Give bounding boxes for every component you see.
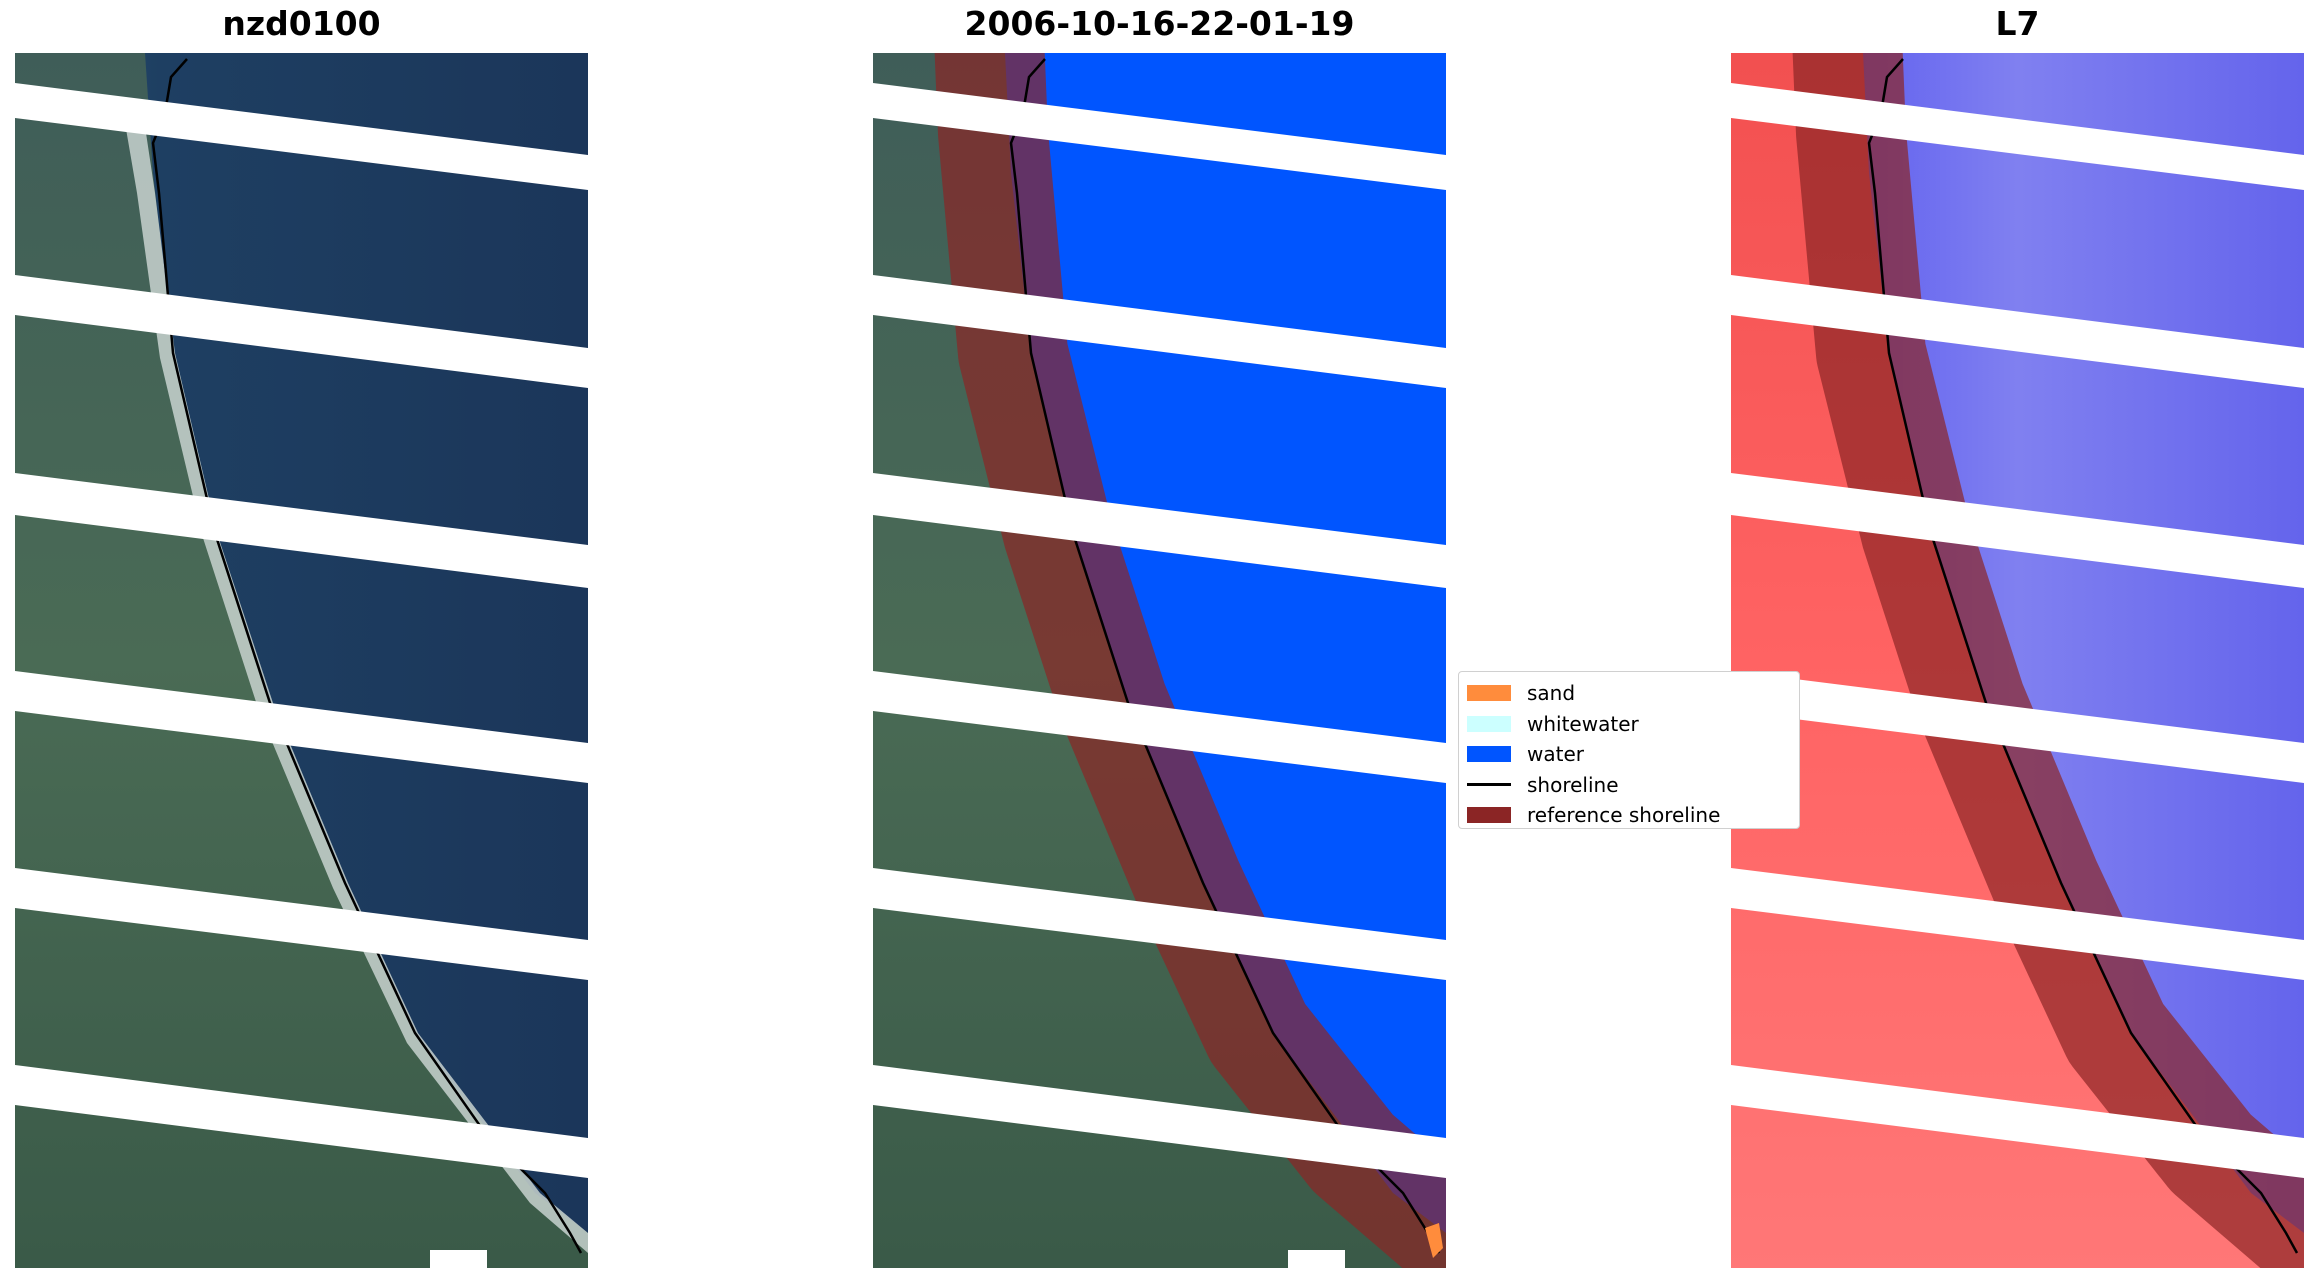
whitewater-swatch (1467, 715, 1511, 732)
rgb-image-panel (15, 53, 588, 1268)
legend-item-sand: sand (1467, 678, 1791, 709)
legend-label: whitewater (1527, 711, 1639, 736)
scanline-gaps (1731, 83, 2304, 1178)
reference-shoreline-swatch (1467, 807, 1511, 824)
legend-label: shoreline (1527, 772, 1619, 797)
legend-item-water: water (1467, 739, 1791, 770)
legend-item-reference-shoreline: reference shoreline (1467, 800, 1791, 831)
scanline-gaps (873, 83, 1446, 1268)
legend-item-shoreline: shoreline (1467, 770, 1791, 801)
panel-title-classified: 2006-10-16-22-01-19 (964, 4, 1355, 43)
panel-title-index: L7 (1995, 4, 2040, 43)
water-swatch (1467, 746, 1511, 763)
legend: sand whitewater water shoreline referenc… (1458, 671, 1800, 829)
legend-label: water (1527, 742, 1584, 767)
classified-image-panel (873, 53, 1446, 1268)
sand-patch (1425, 1223, 1443, 1258)
legend-label: reference shoreline (1527, 803, 1721, 828)
legend-item-whitewater: whitewater (1467, 709, 1791, 740)
legend-label: sand (1527, 681, 1576, 706)
shoreline-line-swatch (1467, 783, 1511, 787)
scanline-gaps (15, 83, 588, 1268)
index-image-panel (1731, 53, 2304, 1268)
sand-swatch (1467, 685, 1511, 702)
panel-title-rgb: nzd0100 (222, 4, 381, 43)
land-area (15, 53, 588, 1268)
